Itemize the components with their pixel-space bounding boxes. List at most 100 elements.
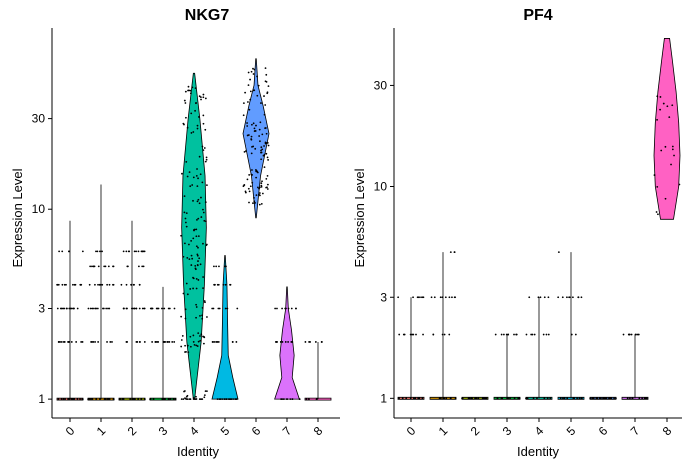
jitter-point: [202, 115, 204, 117]
jitter-point: [412, 296, 414, 298]
jitter-point: [536, 397, 538, 399]
jitter-point: [196, 306, 198, 308]
jitter-point: [445, 397, 447, 399]
jitter-point: [64, 398, 66, 400]
jitter-point: [129, 398, 131, 400]
jitter-point: [515, 334, 517, 336]
jitter-point: [99, 250, 101, 252]
jitter-point: [63, 398, 65, 400]
jitter-point: [258, 85, 260, 87]
jitter-point: [197, 125, 199, 127]
jitter-point: [247, 135, 249, 137]
jitter-point: [63, 341, 65, 343]
x-tick-label: 7: [628, 423, 643, 438]
jitter-point: [68, 308, 70, 310]
jitter-point: [195, 235, 197, 237]
y-tick-label: 10: [32, 202, 46, 216]
jitter-point: [263, 145, 265, 147]
jitter-point: [199, 202, 201, 204]
jitter-point: [196, 185, 198, 187]
jitter-point: [214, 284, 216, 286]
jitter-point: [432, 334, 434, 336]
jitter-point: [261, 180, 263, 182]
jitter-point: [251, 169, 253, 171]
jitter-point: [260, 150, 262, 152]
jitter-point: [197, 255, 199, 257]
jitter-point: [197, 200, 199, 202]
jitter-point: [631, 397, 633, 399]
jitter-point: [282, 341, 284, 343]
jitter-point: [183, 124, 185, 126]
jitter-point: [200, 263, 202, 265]
jitter-point: [97, 284, 99, 286]
jitter-point: [205, 98, 207, 100]
jitter-point: [254, 69, 256, 71]
jitter-point: [255, 125, 257, 127]
jitter-point: [253, 197, 255, 199]
jitter-point: [417, 397, 419, 399]
jitter-point: [415, 334, 417, 336]
jitter-point: [558, 251, 560, 253]
x-tick-label: 6: [249, 423, 264, 438]
jitter-point: [191, 258, 193, 260]
jitter-point: [206, 244, 208, 246]
jitter-point: [250, 90, 252, 92]
jitter-point: [202, 243, 204, 245]
jitter-point: [195, 317, 197, 319]
jitter-point: [248, 174, 250, 176]
jitter-point: [200, 173, 202, 175]
jitter-point: [203, 212, 205, 214]
jitter-point: [59, 341, 61, 343]
jitter-point: [442, 334, 444, 336]
jitter-point: [251, 124, 253, 126]
jitter-point: [90, 308, 92, 310]
violin-group-6: [243, 59, 269, 218]
jitter-point: [128, 250, 130, 252]
jitter-point: [103, 308, 105, 310]
jitter-point: [167, 341, 169, 343]
jitter-point: [533, 397, 535, 399]
jitter-point: [592, 397, 594, 399]
jitter-point: [439, 397, 441, 399]
jitter-point: [171, 341, 173, 343]
jitter-point: [72, 284, 74, 286]
jitter-point: [105, 308, 107, 310]
jitter-point: [161, 308, 163, 310]
jitter-point: [142, 308, 144, 310]
jitter-point: [138, 265, 140, 267]
jitter-point: [421, 397, 423, 399]
jitter-point: [251, 182, 253, 184]
jitter-point: [260, 158, 262, 160]
jitter-point: [247, 179, 249, 181]
jitter-point: [200, 99, 202, 101]
jitter-point: [94, 341, 96, 343]
jitter-point: [163, 308, 165, 310]
jitter-point: [232, 341, 234, 343]
jitter-point: [106, 284, 108, 286]
jitter-point: [398, 397, 400, 399]
jitter-point: [267, 159, 269, 161]
jitter-point: [256, 76, 258, 78]
y-tick-label: 1: [380, 391, 387, 405]
jitter-point: [264, 166, 266, 168]
jitter-point: [423, 296, 425, 298]
jitter-point: [283, 398, 285, 400]
jitter-point: [547, 397, 549, 399]
jitter-point: [261, 186, 263, 188]
jitter-point: [654, 174, 656, 176]
jitter-point: [169, 308, 171, 310]
jitter-point: [259, 192, 261, 194]
x-tick-label: 5: [218, 423, 233, 438]
jitter-point: [192, 288, 194, 290]
jitter-point: [181, 398, 183, 400]
jitter-point: [164, 398, 166, 400]
jitter-point: [88, 308, 90, 310]
jitter-point: [198, 235, 200, 237]
jitter-point: [190, 92, 192, 94]
jitter-point: [248, 109, 250, 111]
jitter-point: [61, 250, 63, 252]
jitter-point: [164, 341, 166, 343]
jitter-point: [471, 397, 473, 399]
jitter-point: [196, 288, 198, 290]
x-tick-label: 1: [436, 423, 451, 438]
